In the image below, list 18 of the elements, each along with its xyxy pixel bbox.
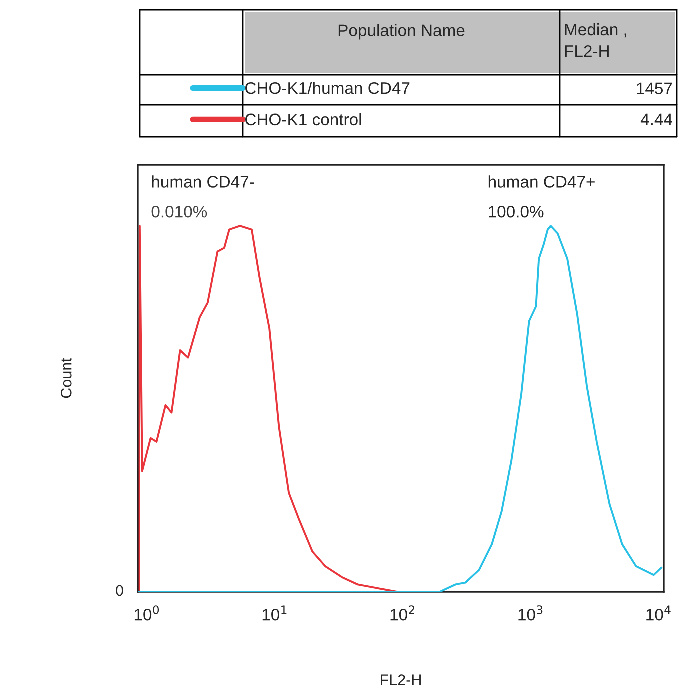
text: 0 [116, 585, 124, 596]
text: human CD47+ [488, 176, 595, 188]
text: 1457 [637, 82, 672, 94]
text: Median , FL2-H [565, 23, 626, 58]
text: 4.44 [640, 114, 673, 126]
x-tick-label: 10$^{1}$ [262, 606, 287, 621]
text: 0.010% [152, 206, 208, 218]
x-tick-label: 10$^{3}$ [518, 606, 543, 621]
text: 100.0% [489, 206, 544, 218]
x-axis-title: FL2-H [381, 674, 421, 686]
x-tick-label: 10$^{2}$ [390, 606, 414, 621]
text: human CD47- [152, 176, 254, 188]
legend-label: CHO-K1 control [246, 113, 362, 126]
text: Population Name [338, 24, 465, 40]
x-tick-label: 10$^{4}$ [646, 606, 671, 621]
x-tick-label: 10$^{0}$ [134, 606, 160, 621]
legend-label: CHO-K1/human CD47 [246, 82, 410, 94]
y-axis-title: Count [60, 358, 72, 398]
